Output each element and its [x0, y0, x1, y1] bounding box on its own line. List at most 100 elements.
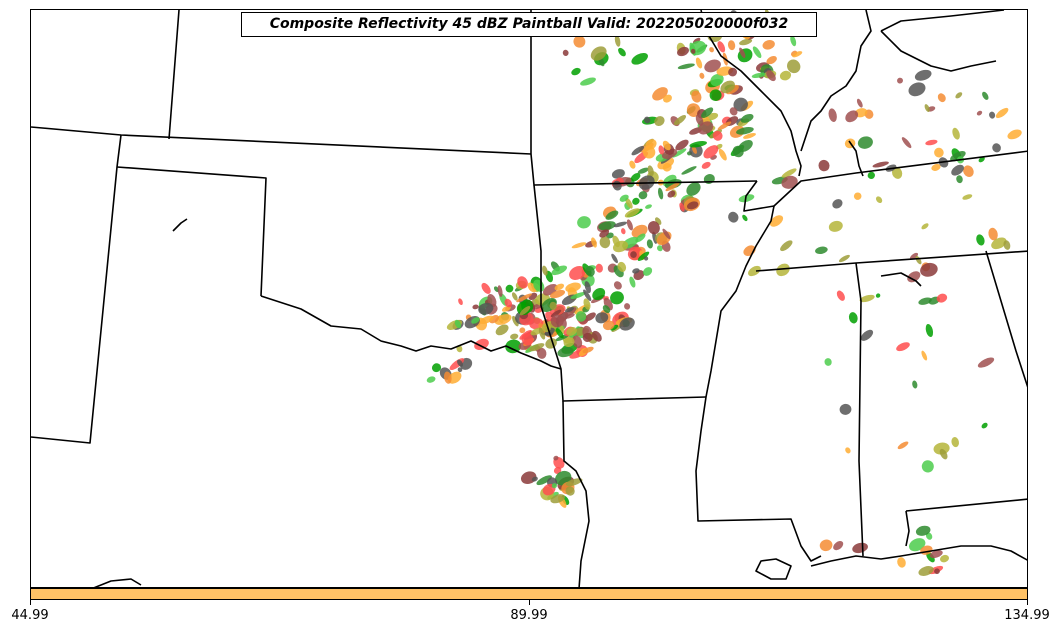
- reflectivity-blob: [595, 263, 603, 273]
- map-panel: [30, 9, 1028, 588]
- border-line: [810, 545, 1027, 567]
- reflectivity-blob: [896, 342, 910, 352]
- state-borders: [31, 10, 1027, 587]
- reflectivity-blob: [553, 455, 559, 461]
- reflectivity-blob: [665, 182, 680, 192]
- reflectivity-blob: [931, 163, 941, 171]
- reflectivity-blob: [619, 194, 629, 202]
- border-line: [755, 558, 792, 580]
- reflectivity-blob: [925, 139, 938, 146]
- reflectivity-blob: [875, 293, 881, 298]
- reflectivity-blob: [635, 233, 646, 243]
- reflectivity-blob: [505, 339, 522, 354]
- reflectivity-blob: [664, 179, 682, 189]
- reflectivity-blob: [689, 141, 707, 148]
- reflectivity-blob: [610, 324, 619, 331]
- reflectivity-blob: [626, 219, 633, 231]
- reflectivity-blob: [872, 161, 889, 168]
- reflectivity-blob: [562, 49, 569, 56]
- reflectivity-blob: [762, 40, 775, 50]
- reflectivity-blob: [555, 470, 572, 486]
- reflectivity-blob: [901, 137, 912, 149]
- border-line: [700, 10, 802, 177]
- border-line: [116, 166, 267, 297]
- reflectivity-blob: [426, 376, 436, 383]
- reflectivity-blob: [572, 335, 583, 349]
- reflectivity-blob: [510, 333, 519, 340]
- colorbar: [30, 588, 1028, 600]
- reflectivity-blob: [582, 332, 593, 342]
- reflectivity-blob: [836, 290, 845, 301]
- reflectivity-blob: [963, 165, 974, 178]
- reflectivity-blob: [739, 47, 746, 59]
- reflectivity-blob: [991, 237, 1007, 250]
- reflectivity-blob: [727, 40, 736, 51]
- reflectivity-blob: [951, 437, 959, 448]
- reflectivity-blob: [662, 140, 671, 151]
- border-line: [880, 272, 922, 287]
- reflectivity-blob: [703, 174, 715, 184]
- reflectivity-blob: [611, 169, 625, 179]
- reflectivity-blob: [701, 161, 711, 169]
- reflectivity-blob: [677, 46, 689, 57]
- reflectivity-blob: [638, 191, 648, 200]
- reflectivity-blob: [570, 292, 586, 299]
- reflectivity-blob: [637, 167, 649, 174]
- reflectivity-blob: [875, 196, 883, 204]
- reflectivity-blob: [703, 145, 719, 159]
- reflectivity-blob: [779, 70, 792, 81]
- colorbar-tick: [529, 600, 530, 605]
- border-line: [540, 305, 707, 402]
- reflectivity-blob: [478, 302, 494, 315]
- reflectivity-blob: [712, 130, 723, 141]
- reflectivity-blob: [569, 266, 586, 280]
- reflectivity-blob: [921, 223, 929, 230]
- border-line: [530, 10, 758, 186]
- reflectivity-blob: [554, 283, 565, 291]
- reflectivity-blob: [845, 110, 859, 123]
- reflectivity-blob: [629, 276, 636, 288]
- reflectivity-blob: [699, 72, 705, 79]
- reflectivity-blob: [645, 204, 652, 209]
- border-line: [168, 10, 180, 140]
- border-line: [773, 150, 1027, 207]
- reflectivity-blob: [646, 239, 653, 249]
- colorbar-tick: [1027, 600, 1028, 605]
- reflectivity-blob: [766, 70, 776, 82]
- colorbar-tick: [30, 600, 31, 605]
- reflectivity-blob: [992, 143, 1001, 153]
- reflectivity-blob: [769, 215, 784, 227]
- reflectivity-blob: [709, 47, 714, 53]
- reflectivity-blob: [629, 160, 636, 169]
- reflectivity-blob: [565, 282, 581, 293]
- reflectivity-blob: [610, 291, 624, 305]
- border-line: [93, 578, 142, 587]
- border-line: [855, 262, 864, 557]
- reflectivity-blob: [691, 146, 698, 154]
- reflectivity-blob: [517, 276, 528, 289]
- reflectivity-blob: [679, 202, 685, 212]
- reflectivity-blob: [575, 311, 587, 322]
- reflectivity-blob: [748, 265, 761, 277]
- reflectivity-blob: [709, 89, 722, 102]
- reflectivity-blob: [988, 227, 998, 241]
- reflectivity-blob: [472, 304, 479, 310]
- reflectivity-blob: [550, 314, 564, 328]
- reflectivity-blob: [781, 168, 797, 178]
- reflectivity-blob: [710, 73, 724, 87]
- reflectivity-blob: [631, 145, 645, 156]
- reflectivity-blob: [592, 288, 606, 301]
- reflectivity-blob: [838, 254, 850, 263]
- reflectivity-blob: [839, 403, 852, 415]
- reflectivity-blob: [605, 210, 619, 220]
- border-line: [905, 498, 1027, 512]
- reflectivity-blob: [978, 156, 985, 163]
- reflectivity-blob: [583, 289, 592, 302]
- border-line: [800, 10, 872, 152]
- reflectivity-blob: [550, 494, 566, 504]
- reflectivity-blob: [937, 93, 946, 103]
- reflectivity-blob: [675, 139, 689, 151]
- reflectivity-blob: [512, 315, 519, 327]
- reflectivity-blob: [717, 41, 726, 53]
- reflectivity-blob: [912, 380, 918, 389]
